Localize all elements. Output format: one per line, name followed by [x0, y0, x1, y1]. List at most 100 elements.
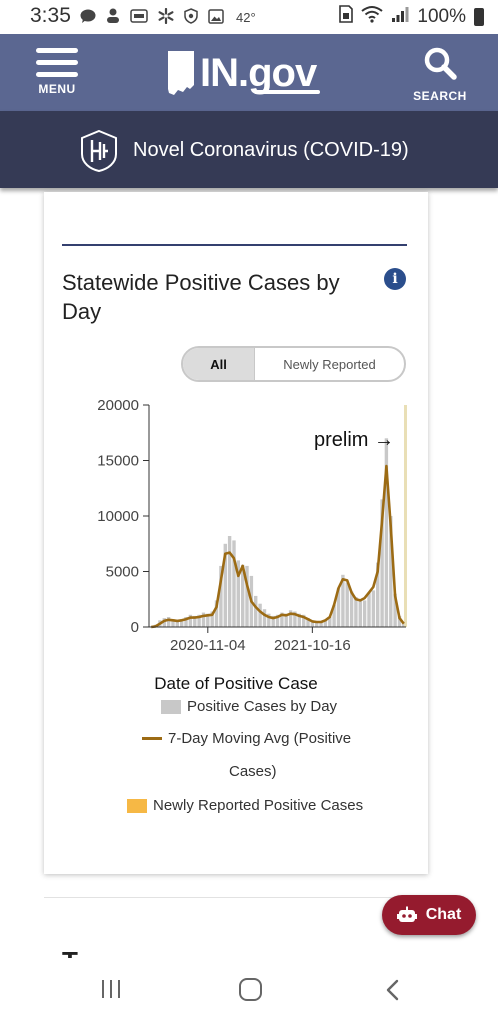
cases-bar [349, 591, 354, 627]
cases-bar [341, 574, 345, 627]
legend-swatch-cases [161, 699, 181, 714]
toggle-all-button[interactable]: All [183, 348, 255, 380]
signal-icon [391, 5, 409, 29]
info-icon[interactable]: i [384, 268, 406, 290]
legend-swatch-newly [127, 798, 147, 813]
cases-bar [184, 617, 188, 627]
legend-label-newly: Newly Reported Positive Cases [153, 797, 364, 814]
walmart-icon [158, 7, 174, 27]
cases-bar [219, 565, 223, 627]
cases-bar [262, 609, 267, 627]
cases-bar [393, 593, 397, 627]
recent-apps-icon[interactable] [102, 980, 120, 998]
status-bar: 3:35 42° 100% [0, 0, 498, 34]
system-nav-bar [0, 958, 498, 1024]
cases-bar [367, 592, 371, 627]
legend-item-moving-avg[interactable]: 7-Day Moving Avg (Positive [142, 730, 351, 747]
chat-bubble-icon [80, 9, 96, 26]
cases-bar [241, 564, 245, 627]
cases-bar [354, 597, 358, 627]
view-toggle: All Newly Reported [181, 346, 406, 382]
battery-text: 100% [417, 6, 466, 27]
cases-bar [245, 565, 249, 627]
cases-bar [223, 543, 227, 628]
card-divider [62, 244, 407, 246]
legend-swatch-moving-avg [142, 737, 162, 740]
search-button[interactable]: SEARCH [412, 46, 468, 103]
cases-bar [188, 614, 193, 627]
y-tick-label: 10000 [97, 508, 139, 525]
agency-title: Novel Coronavirus (COVID-19) [133, 139, 409, 161]
cases-bar [180, 619, 184, 627]
cases-bar [232, 540, 236, 627]
cases-bar [271, 615, 275, 627]
agency-header[interactable]: Novel Coronavirus (COVID-19) [0, 111, 498, 188]
chart-title: Statewide Positive Cases by Day [62, 270, 340, 324]
status-time: 3:35 [30, 4, 71, 27]
cases-bar [397, 615, 402, 627]
search-icon [424, 47, 457, 80]
cases-bar [319, 621, 323, 627]
prelim-band [404, 405, 407, 627]
wifi-icon [361, 5, 384, 29]
cases-bar [332, 604, 336, 627]
cases-bar [293, 611, 297, 627]
chat-label: Chat [425, 906, 462, 923]
cases-bar [302, 614, 306, 627]
x-tick-label: 2021-10-16 [274, 637, 351, 654]
moving-avg-line [151, 464, 405, 629]
cases-bar [275, 614, 280, 627]
status-temperature: 42° [236, 10, 256, 25]
x-tick-label: 2020-11-04 [170, 637, 246, 654]
chatbot-icon [396, 906, 417, 922]
sim-icon [339, 5, 354, 29]
y-tick-label: 20000 [97, 397, 139, 414]
site-header: MENU IN.gov SEARCH [0, 34, 498, 111]
legend-label-moving-avg: 7-Day Moving Avg (Positive [168, 730, 352, 747]
blast-icon [130, 9, 148, 26]
toggle-newly-reported-button[interactable]: Newly Reported [283, 356, 376, 372]
menu-icon [36, 48, 78, 77]
logo-text: IN.gov [200, 50, 321, 95]
menu-label: MENU [38, 82, 76, 96]
cases-bar [280, 612, 284, 627]
cases-bar [306, 618, 310, 627]
cases-bar [193, 615, 197, 627]
cases-bar [267, 613, 271, 627]
battery-icon [474, 8, 484, 26]
cases-bar [297, 613, 301, 627]
cases-bar [384, 438, 389, 627]
cases-bar [254, 595, 258, 627]
home-icon[interactable] [239, 978, 262, 1001]
cases-bar [258, 603, 262, 627]
cases-bar [336, 588, 341, 627]
notification-icon [106, 8, 120, 27]
legend-item-moving-avg-cont: Cases) [229, 763, 277, 780]
back-icon[interactable] [382, 978, 404, 1002]
cases-bar [288, 610, 293, 627]
chat-button[interactable]: Chat [382, 895, 476, 935]
cases-bar [197, 614, 201, 627]
cases-bar [236, 560, 240, 627]
cases-bar [358, 599, 362, 628]
legend-item-newly[interactable]: Newly Reported Positive Cases [127, 797, 363, 814]
status-left-icons: 42° [80, 7, 256, 27]
chart-card: Statewide Positive Cases by Day i All Ne… [44, 192, 428, 874]
ingov-logo[interactable]: IN.gov [166, 48, 321, 98]
cases-bar [380, 499, 384, 627]
legend-label-cases: Positive Cases by Day [187, 698, 338, 715]
y-tick-label: 0 [131, 619, 139, 636]
cases-bar [323, 620, 328, 627]
y-tick-label: 15000 [97, 453, 139, 470]
indiana-state-icon [168, 51, 194, 95]
cases-bar [402, 623, 406, 627]
y-tick-label: 5000 [106, 564, 139, 581]
cases-bar [376, 562, 380, 627]
cases-bar [371, 590, 376, 627]
menu-button[interactable]: MENU [30, 48, 84, 100]
cases-bar [315, 621, 319, 627]
legend-item-cases[interactable]: Positive Cases by Day [161, 698, 337, 715]
cases-bar [162, 618, 166, 627]
health-department-badge-icon [81, 130, 117, 172]
prelim-annotation: prelim → [314, 429, 394, 451]
